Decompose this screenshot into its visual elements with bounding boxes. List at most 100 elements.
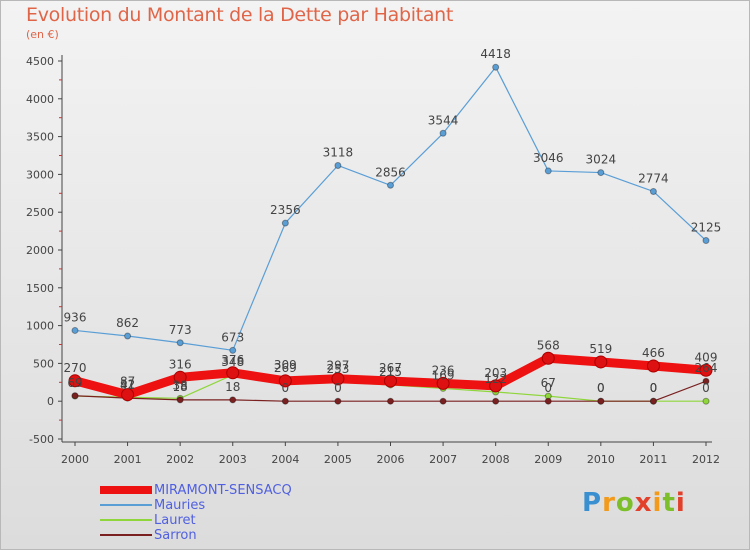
data-label: 773 bbox=[169, 323, 192, 337]
data-point-0-9 bbox=[541, 351, 555, 365]
data-label: 376 bbox=[221, 353, 244, 367]
annotation-label: 348 bbox=[221, 355, 244, 369]
data-point-1-7 bbox=[439, 129, 447, 137]
y-tick-label: 2500 bbox=[26, 206, 54, 219]
data-label: 519 bbox=[589, 342, 612, 356]
data-point-1-0 bbox=[71, 326, 79, 334]
data-point-1-9 bbox=[544, 167, 552, 175]
data-label: 862 bbox=[116, 316, 139, 330]
annotation-label: 0 bbox=[650, 381, 658, 395]
x-tick-label: 2006 bbox=[377, 453, 405, 466]
data-point-3-4 bbox=[281, 397, 289, 405]
data-point-3-5 bbox=[334, 397, 342, 405]
annotation-label: 0 bbox=[597, 381, 605, 395]
annotation-label: 253 bbox=[326, 362, 349, 376]
data-label: 936 bbox=[64, 310, 87, 324]
data-point-3-3 bbox=[229, 396, 237, 404]
data-label: 3544 bbox=[428, 113, 459, 127]
data-label: 409 bbox=[695, 350, 718, 364]
data-label: 2356 bbox=[270, 203, 301, 217]
data-point-3-0 bbox=[71, 392, 79, 400]
chart-title: Evolution du Montant de la Dette par Hab… bbox=[26, 4, 454, 26]
x-tick-label: 2008 bbox=[482, 453, 510, 466]
x-tick-label: 2002 bbox=[166, 453, 194, 466]
data-point-0-6 bbox=[384, 374, 397, 388]
data-point-0-4 bbox=[278, 374, 292, 388]
y-tick-label: 3000 bbox=[26, 168, 54, 181]
data-point-0-12 bbox=[699, 363, 713, 377]
data-point-0-5 bbox=[331, 372, 345, 386]
chart-subtitle: (en €) bbox=[26, 28, 59, 41]
x-tick-label: 2009 bbox=[534, 453, 562, 466]
legend-swatch bbox=[100, 519, 152, 521]
data-point-0-11 bbox=[646, 359, 660, 373]
data-point-1-1 bbox=[124, 332, 132, 340]
proxiti-logo: Proxiti bbox=[582, 488, 686, 518]
data-label: 267 bbox=[379, 361, 402, 375]
data-label: 87 bbox=[120, 375, 135, 389]
data-label: 3024 bbox=[586, 153, 617, 167]
data-label: 316 bbox=[169, 357, 192, 371]
annotation-label: 264 bbox=[695, 361, 718, 375]
annotation-label: 0 bbox=[597, 381, 605, 395]
data-point-0-2 bbox=[173, 370, 187, 384]
data-point-3-8 bbox=[492, 397, 500, 405]
data-point-0-8 bbox=[489, 379, 503, 393]
legend-label: Mauries bbox=[154, 498, 206, 513]
y-tick-label: 3500 bbox=[26, 131, 54, 144]
x-tick-label: 2001 bbox=[114, 453, 142, 466]
y-tick-label: 4500 bbox=[26, 55, 54, 68]
annotation-label: 52 bbox=[120, 377, 135, 391]
data-label: 3046 bbox=[533, 151, 564, 165]
legend-label: Lauret bbox=[154, 513, 196, 528]
legend-label: MIRAMONT-SENSACQ bbox=[154, 483, 292, 498]
x-tick-label: 2003 bbox=[219, 453, 247, 466]
data-label: 270 bbox=[64, 361, 87, 375]
data-point-1-3 bbox=[229, 346, 237, 354]
x-tick-label: 2004 bbox=[271, 453, 299, 466]
data-point-3-12 bbox=[702, 377, 710, 385]
data-point-1-8 bbox=[492, 63, 500, 71]
data-point-0-3 bbox=[226, 366, 240, 380]
annotation-label: 0 bbox=[334, 381, 342, 395]
data-point-3-7 bbox=[439, 397, 447, 405]
legend-swatch bbox=[100, 486, 152, 494]
data-point-0-1 bbox=[121, 388, 135, 402]
y-tick-label: -500 bbox=[29, 433, 54, 446]
data-label: 297 bbox=[326, 359, 349, 373]
x-tick-label: 2007 bbox=[429, 453, 457, 466]
annotation-label: 215 bbox=[379, 365, 402, 379]
data-point-2-12 bbox=[702, 397, 710, 405]
data-label: 269 bbox=[274, 361, 297, 375]
data-point-0-10 bbox=[594, 355, 608, 369]
x-tick-label: 2000 bbox=[61, 453, 89, 466]
y-tick-label: 4000 bbox=[26, 93, 54, 106]
data-label: 673 bbox=[221, 330, 244, 344]
y-tick-label: 1000 bbox=[26, 320, 54, 333]
data-point-1-6 bbox=[387, 181, 394, 189]
annotation-label: 0 bbox=[650, 381, 658, 395]
annotation-label: 169 bbox=[432, 368, 455, 382]
data-label: 568 bbox=[537, 338, 560, 352]
data-point-3-11 bbox=[649, 397, 657, 405]
y-tick-label: 0 bbox=[47, 395, 54, 408]
y-tick-label: 2000 bbox=[26, 244, 54, 257]
series-line-1 bbox=[74, 66, 707, 351]
data-label: 236 bbox=[432, 363, 455, 377]
annotation-label: 309 bbox=[274, 358, 297, 372]
data-point-1-12 bbox=[702, 237, 710, 245]
data-point-1-11 bbox=[649, 187, 657, 195]
x-tick-label: 2012 bbox=[692, 453, 720, 466]
data-label: 203 bbox=[484, 366, 507, 380]
legend-swatch bbox=[100, 504, 152, 506]
annotation-label: 18 bbox=[173, 380, 188, 394]
data-point-3-2 bbox=[176, 396, 184, 404]
data-point-3-10 bbox=[597, 397, 605, 405]
data-point-3-6 bbox=[387, 397, 394, 405]
annotation-label: 18 bbox=[225, 380, 240, 394]
data-point-0-7 bbox=[436, 376, 450, 390]
annotation-label: 122 bbox=[484, 372, 507, 386]
data-label: 2774 bbox=[638, 171, 669, 185]
data-label: 3118 bbox=[323, 145, 354, 159]
data-point-1-10 bbox=[597, 169, 605, 177]
